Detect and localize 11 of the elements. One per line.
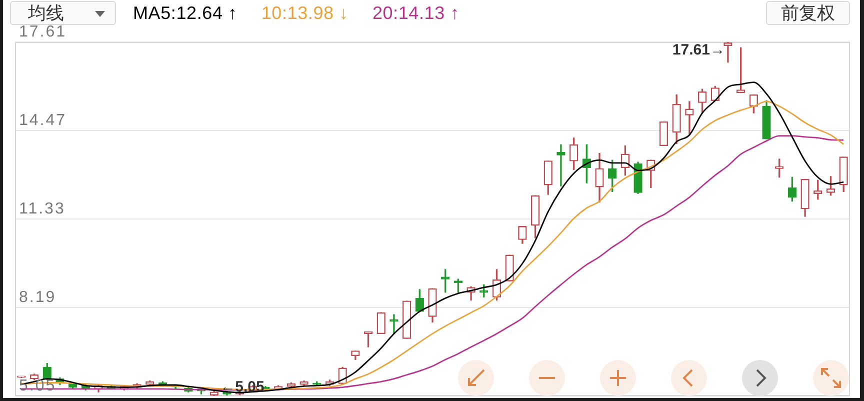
annotation: 17.61→ <box>672 42 725 59</box>
text: 10:13.98 ↓ <box>261 2 348 24</box>
y-tick-label: 11.33 <box>19 200 66 218</box>
text: MA5:12.64 ↑ <box>133 2 238 24</box>
y-tick-label: 17.61 <box>19 23 67 40</box>
legend-title: 均线 <box>28 2 64 24</box>
text: 20:14.13 ↑ <box>372 2 460 24</box>
y-tick-label: 14.47 <box>19 112 67 129</box>
y-tick-label: 8.19 <box>19 288 56 306</box>
dropdown: 均线 <box>10 1 116 25</box>
button: 前复权 <box>766 1 850 25</box>
